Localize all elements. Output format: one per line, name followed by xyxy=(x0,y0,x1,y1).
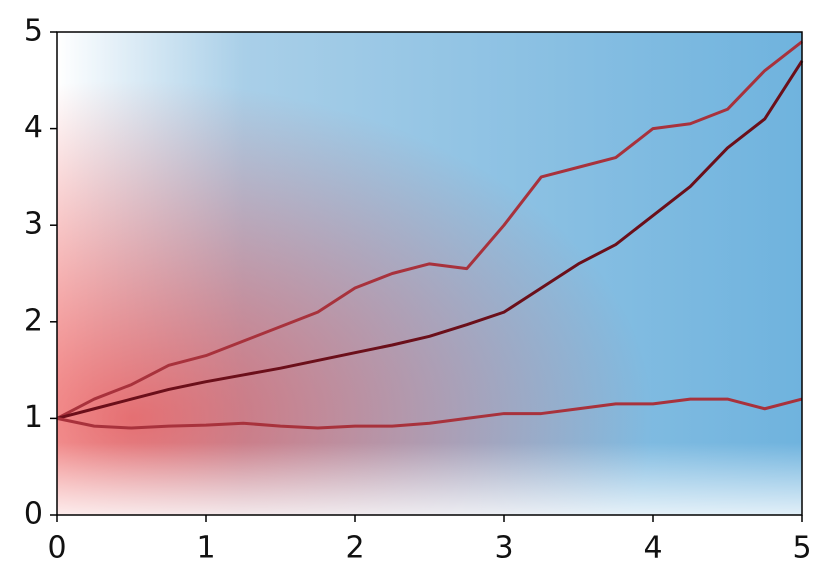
x-tick-label: 4 xyxy=(643,531,662,566)
y-tick-label: 3 xyxy=(24,207,43,242)
x-tick-label: 3 xyxy=(494,531,513,566)
y-tick-label: 1 xyxy=(24,400,43,435)
density-fade xyxy=(57,32,802,515)
x-tick-label: 2 xyxy=(345,531,364,566)
plot-frame xyxy=(56,31,803,516)
series-line xyxy=(56,397,803,430)
x-tick-label: 5 xyxy=(792,531,811,566)
series-line xyxy=(56,40,803,420)
x-tick-label: 0 xyxy=(47,531,66,566)
x-tick-label: 1 xyxy=(196,531,215,566)
y-tick-label: 0 xyxy=(24,497,43,532)
y-tick-label: 4 xyxy=(24,110,43,145)
series-line xyxy=(56,60,804,420)
y-tick-label: 2 xyxy=(24,303,43,338)
y-tick-label: 5 xyxy=(24,14,43,49)
